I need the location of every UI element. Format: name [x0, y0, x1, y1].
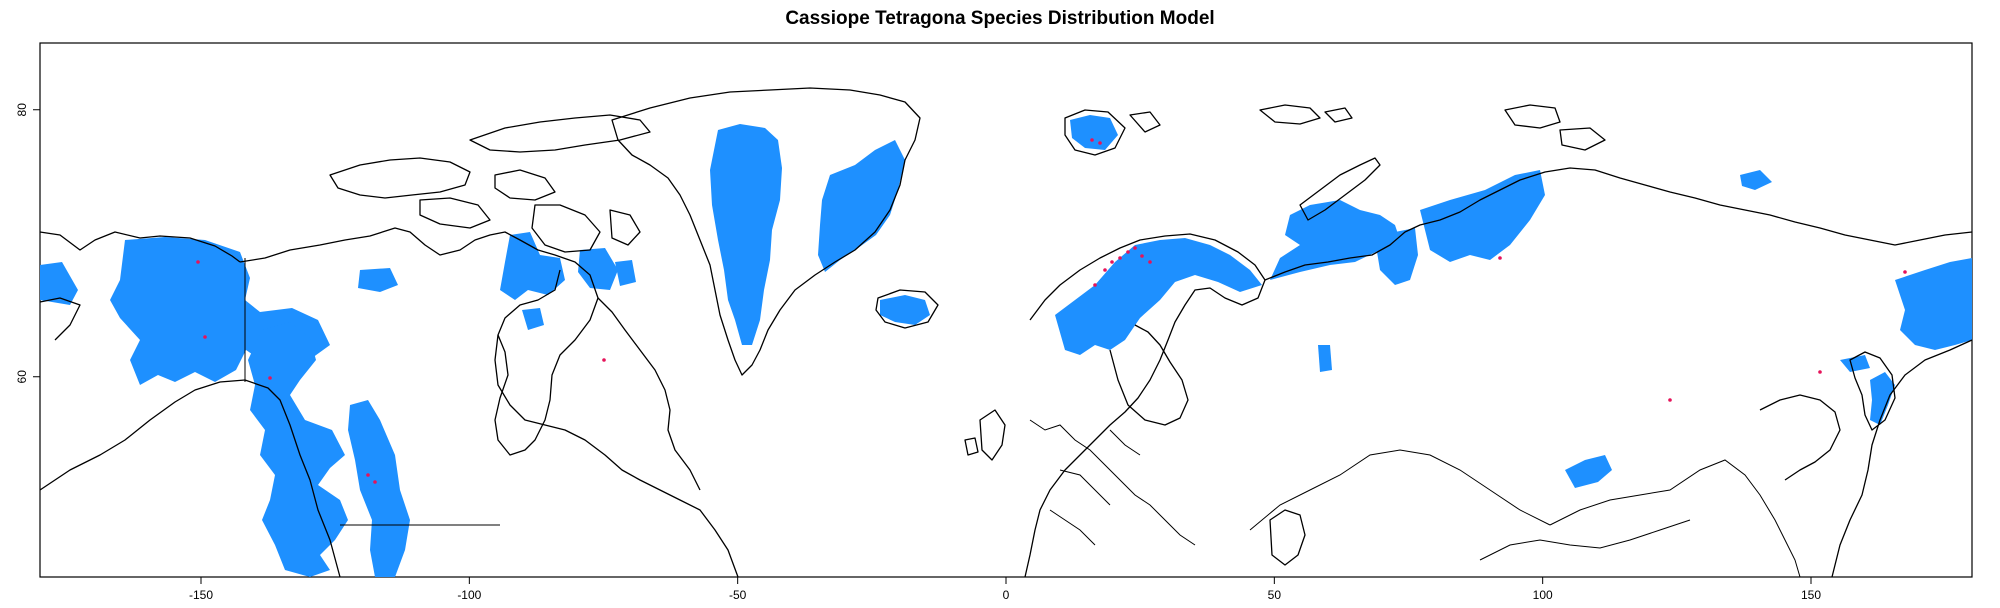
suitable-area-taimyr	[1420, 170, 1545, 262]
coastline-labrador	[597, 297, 701, 491]
occurrence-point	[203, 335, 207, 339]
occurrence-point	[1110, 260, 1114, 264]
suitable-area-yamal	[1375, 228, 1418, 285]
coastline-novaya-zemlya	[1299, 157, 1381, 221]
x-tick-label: -100	[457, 588, 481, 602]
suitable-area-svalbard	[1070, 115, 1118, 150]
y-tick-label: 60	[15, 370, 29, 384]
coastline-arctic-archipelago	[329, 114, 651, 253]
occurrence-point	[1126, 250, 1130, 254]
coastline-europe-north	[1024, 233, 1266, 578]
occurrence-point	[1498, 256, 1502, 260]
occurrence-point	[1093, 283, 1097, 287]
coastline-greenland	[611, 87, 921, 376]
occurrence-point	[1668, 398, 1672, 402]
map-layers	[39, 87, 1973, 578]
suitable-area-kamchatka	[1840, 355, 1895, 425]
x-tick-label: 150	[1801, 588, 1821, 602]
occurrence-point	[1140, 254, 1144, 258]
coastline-svalbard	[1064, 109, 1161, 156]
suitable-area-iceland	[880, 295, 930, 325]
occurrence-points-layer	[196, 138, 1907, 484]
border-layer	[244, 258, 1801, 578]
coastline-russian-far-east	[1759, 339, 1973, 578]
border-russia-kazakhstan	[1249, 449, 1551, 531]
suitable-area-greenland-ice	[710, 124, 782, 345]
occurrence-point	[1118, 256, 1122, 260]
occurrence-point	[1148, 260, 1152, 264]
borders-europe	[1029, 419, 1196, 546]
coastline-hudson-bay	[494, 334, 739, 578]
suitable-area-arctic-canada	[358, 232, 636, 330]
x-axis: -150 -100 -50 0 50 100 150	[189, 577, 1821, 602]
suitable-area-rockies-south	[348, 400, 410, 577]
occurrence-point	[196, 260, 200, 264]
page-title: Cassiope Tetragona Species Distribution …	[785, 8, 1215, 29]
occurrence-point	[1090, 138, 1094, 142]
coastline-north-america-north	[239, 227, 599, 456]
occurrence-point	[1133, 246, 1137, 250]
x-tick-label: -150	[189, 588, 213, 602]
border-russia-mongolia-china	[1549, 459, 1801, 578]
suitable-area-new-siberian-islands	[1740, 170, 1772, 190]
occurrence-point	[1103, 268, 1107, 272]
occurrence-point	[602, 358, 606, 362]
suitable-area-northern-russia	[1270, 200, 1400, 280]
suitable-habitat-layer	[40, 115, 1972, 577]
border-mongolia	[1479, 519, 1691, 561]
coastline-kamchatka	[1849, 351, 1896, 431]
y-axis: 60 80	[15, 103, 40, 384]
suitable-area-chukotka	[1895, 258, 1972, 350]
coastline-baltic	[1109, 324, 1189, 426]
occurrence-point	[1818, 370, 1822, 374]
coastline-franz-josef	[1259, 104, 1353, 125]
occurrence-point	[268, 376, 272, 380]
x-tick-label: 100	[1533, 588, 1553, 602]
x-tick-label: 0	[1003, 588, 1010, 602]
coastline-iceland	[875, 289, 939, 329]
coastline-siberia-north	[1264, 167, 1973, 281]
occurrence-point	[1098, 141, 1102, 145]
suitable-area-baikal-region	[1565, 455, 1612, 488]
coastline-severnaya-zemlya	[1504, 104, 1606, 151]
coastline-caspian	[1269, 509, 1306, 566]
x-tick-label: 50	[1268, 588, 1282, 602]
coastline-uk	[964, 409, 1006, 461]
suitable-area-greenland-east	[818, 140, 905, 272]
x-tick-label: -50	[729, 588, 747, 602]
occurrence-point	[1903, 270, 1907, 274]
occurrence-point	[373, 480, 377, 484]
y-tick-label: 80	[15, 103, 29, 117]
occurrence-point	[366, 473, 370, 477]
suitable-area-scandinavia	[1055, 238, 1262, 355]
suitable-area-ural	[1318, 345, 1332, 372]
